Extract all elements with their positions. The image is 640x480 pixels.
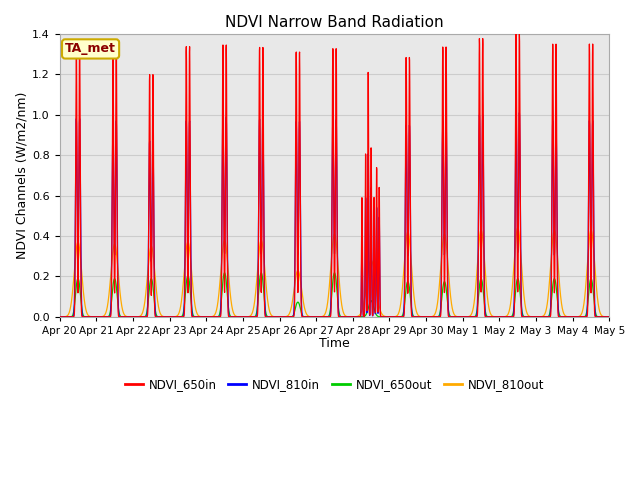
X-axis label: Time: Time bbox=[319, 337, 350, 350]
Title: NDVI Narrow Band Radiation: NDVI Narrow Band Radiation bbox=[225, 15, 444, 30]
Y-axis label: NDVI Channels (W/m2/nm): NDVI Channels (W/m2/nm) bbox=[15, 92, 28, 259]
Legend: NDVI_650in, NDVI_810in, NDVI_650out, NDVI_810out: NDVI_650in, NDVI_810in, NDVI_650out, NDV… bbox=[120, 373, 548, 396]
Text: TA_met: TA_met bbox=[65, 42, 116, 55]
